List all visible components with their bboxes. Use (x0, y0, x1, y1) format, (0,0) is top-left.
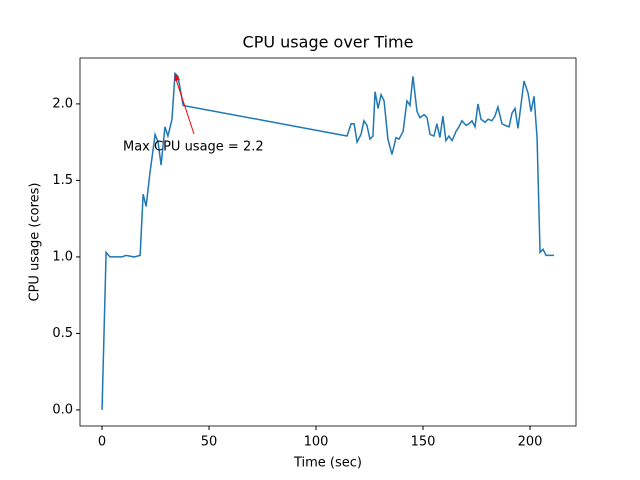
x-axis-label: Time (sec) (293, 456, 362, 471)
y-tick-label: 2.0 (52, 96, 73, 111)
y-tick-label: 1.0 (52, 249, 73, 264)
x-tick-label: 0 (98, 435, 106, 450)
x-tick-label: 150 (411, 435, 436, 450)
y-axis-label: CPU usage (cores) (28, 183, 43, 302)
y-tick-label: 1.5 (52, 173, 73, 188)
annotation-arrowhead (174, 73, 180, 82)
chart-title: CPU usage over Time (243, 33, 414, 52)
annotation: Max CPU usage = 2.2 (123, 140, 264, 155)
y-tick-label: 0.0 (52, 402, 73, 417)
x-tick-label: 50 (201, 435, 218, 450)
y-tick-label: 0.5 (52, 326, 73, 341)
plot-frame (79, 57, 577, 427)
x-tick-label: 200 (518, 435, 543, 450)
x-tick-label: 100 (304, 435, 329, 450)
data-line (101, 71, 554, 410)
annotation-arrow (174, 76, 195, 135)
